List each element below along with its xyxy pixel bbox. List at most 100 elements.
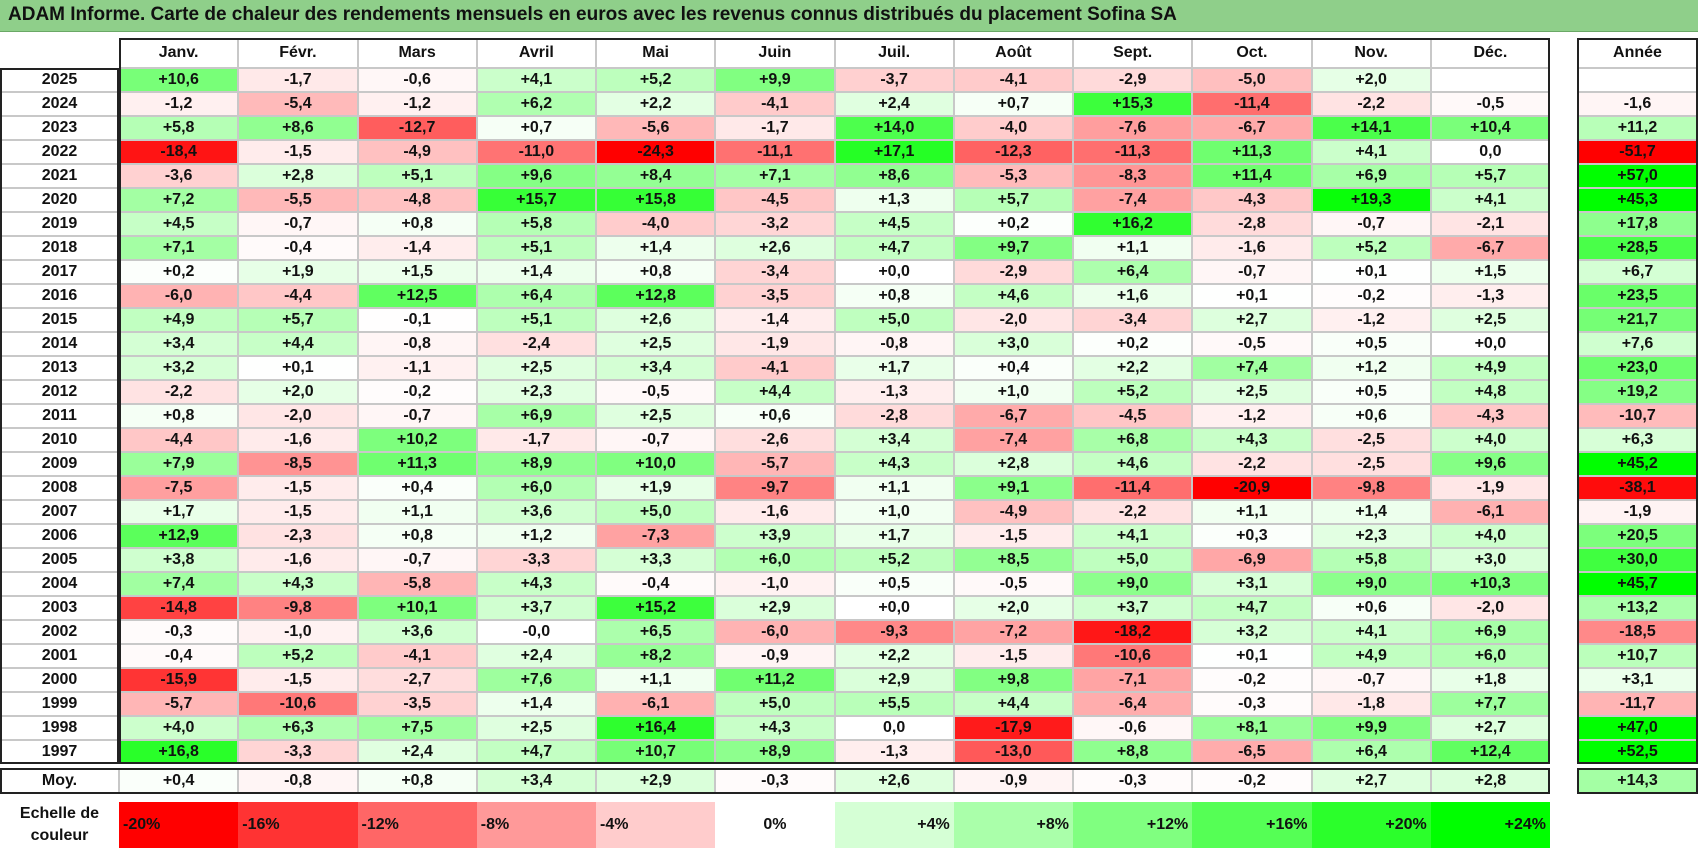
heatmap-cell: -1,1	[357, 356, 477, 380]
average-cell: -0,2	[1192, 768, 1312, 794]
heatmap-cell: -0,6	[1073, 716, 1193, 740]
annual-cell: +23,5	[1577, 284, 1698, 308]
heatmap-cell: -5,4	[238, 92, 358, 116]
heatmap-cell: -3,7	[834, 68, 954, 92]
heatmap-cell: -14,8	[119, 596, 239, 620]
heatmap-cell: +2,9	[834, 668, 954, 692]
heatmap-cell: +2,4	[834, 92, 954, 116]
heatmap-cell: +5,2	[1073, 380, 1193, 404]
heatmap-cell: +5,2	[238, 644, 358, 668]
heatmap-cell: +2,5	[476, 356, 596, 380]
annual-cell: -11,7	[1577, 692, 1698, 716]
heatmap-cell: -4,5	[715, 188, 835, 212]
heatmap-cell: +8,5	[953, 548, 1073, 572]
heatmap-cell: -0,3	[1192, 692, 1312, 716]
annual-cell: +23,0	[1577, 356, 1698, 380]
heatmap-cell: -6,1	[596, 692, 716, 716]
heatmap-cell: +4,6	[953, 284, 1073, 308]
annual-cell: +30,0	[1577, 548, 1698, 572]
heatmap-cell: -13,0	[953, 740, 1073, 764]
heatmap-cell: +15,3	[1073, 92, 1193, 116]
heatmap-cell: +5,0	[715, 692, 835, 716]
row-year-label: 2013	[0, 356, 119, 380]
heatmap-cell: -2,9	[953, 260, 1073, 284]
column-header: Oct.	[1192, 38, 1312, 68]
heatmap-cell: -1,5	[238, 500, 358, 524]
average-cell: +2,9	[596, 768, 716, 794]
heatmap-cell: -1,2	[1192, 404, 1312, 428]
heatmap-cell: +3,0	[953, 332, 1073, 356]
heatmap-cell: +5,0	[596, 500, 716, 524]
heatmap-cell: +0,6	[1311, 404, 1431, 428]
heatmap-cell: -2,8	[834, 404, 954, 428]
column-header: Mars	[357, 38, 477, 68]
row-year-label: 2024	[0, 92, 119, 116]
heatmap-cell: -2,4	[476, 332, 596, 356]
heatmap-cell: +9,8	[953, 668, 1073, 692]
heatmap-cell: -0,8	[357, 332, 477, 356]
heatmap-cell: +5,5	[834, 692, 954, 716]
heatmap-cell: +8,6	[238, 116, 358, 140]
heatmap-cell: -2,3	[238, 524, 358, 548]
heatmap-cell: +3,0	[1430, 548, 1550, 572]
chart-title: ADAM Informe. Carte de chaleur des rende…	[8, 4, 1177, 25]
heatmap-cell: -1,7	[238, 68, 358, 92]
column-header: Sept.	[1073, 38, 1193, 68]
heatmap-cell: -1,6	[238, 548, 358, 572]
heatmap-cell: -1,0	[238, 620, 358, 644]
heatmap-cell: -1,9	[1430, 476, 1550, 500]
heatmap-cell: +0,1	[1192, 644, 1312, 668]
heatmap-cell: -4,5	[1073, 404, 1193, 428]
heatmap-cell: +3,3	[596, 548, 716, 572]
heatmap-cell: +4,3	[715, 716, 835, 740]
heatmap-cell: -7,1	[1073, 668, 1193, 692]
heatmap-cell: +1,4	[596, 236, 716, 260]
heatmap-cell: +9,6	[476, 164, 596, 188]
heatmap-cell: +3,7	[1073, 596, 1193, 620]
heatmap-cell: +2,8	[238, 164, 358, 188]
heatmap-cell: -0,4	[119, 644, 239, 668]
annual-cell: +45,3	[1577, 188, 1698, 212]
heatmap-cell: -4,3	[1430, 404, 1550, 428]
heatmap-cell: +2,9	[715, 596, 835, 620]
heatmap-cell: -1,2	[357, 92, 477, 116]
heatmap-cell: -7,4	[953, 428, 1073, 452]
heatmap-cell: +8,1	[1192, 716, 1312, 740]
heatmap-cell: +7,5	[357, 716, 477, 740]
heatmap-cell: +6,4	[476, 284, 596, 308]
heatmap-cell: -1,0	[715, 572, 835, 596]
heatmap-cell: +5,0	[1073, 548, 1193, 572]
heatmap-cell: +0,5	[1311, 380, 1431, 404]
heatmap-cell: +4,8	[1430, 380, 1550, 404]
heatmap-cell: -3,4	[1073, 308, 1193, 332]
heatmap-cell: -4,1	[715, 92, 835, 116]
heatmap-cell: -9,7	[715, 476, 835, 500]
heatmap-cell: +0,3	[1192, 524, 1312, 548]
heatmap-cell: +8,2	[596, 644, 716, 668]
heatmap-cell: -4,9	[953, 500, 1073, 524]
heatmap-cell: -8,3	[1073, 164, 1193, 188]
heatmap-cell: -6,9	[1192, 548, 1312, 572]
heatmap-cell: -1,7	[476, 428, 596, 452]
row-year-label: 2015	[0, 308, 119, 332]
heatmap-cell: -5,8	[357, 572, 477, 596]
scale-label: Echelle de couleur	[0, 802, 119, 848]
heatmap-cell: +3,6	[476, 500, 596, 524]
annual-cell: -1,9	[1577, 500, 1698, 524]
heatmap-cell: +2,0	[1311, 68, 1431, 92]
heatmap-cell: -0,7	[596, 428, 716, 452]
heatmap-cell: +6,9	[1430, 620, 1550, 644]
annual-cell: +21,7	[1577, 308, 1698, 332]
annual-cell: +11,2	[1577, 116, 1698, 140]
heatmap-cell: -0,2	[1192, 668, 1312, 692]
heatmap-cell: -0,7	[357, 404, 477, 428]
heatmap-cell: +1,7	[119, 500, 239, 524]
average-cell: +2,6	[834, 768, 954, 794]
heatmap-cell: -10,6	[1073, 644, 1193, 668]
heatmap-cell: +1,4	[476, 260, 596, 284]
row-year-label: 1998	[0, 716, 119, 740]
heatmap-cell: +3,8	[119, 548, 239, 572]
heatmap-cell: +10,2	[357, 428, 477, 452]
scale-label-line1: Echelle de	[19, 805, 100, 822]
